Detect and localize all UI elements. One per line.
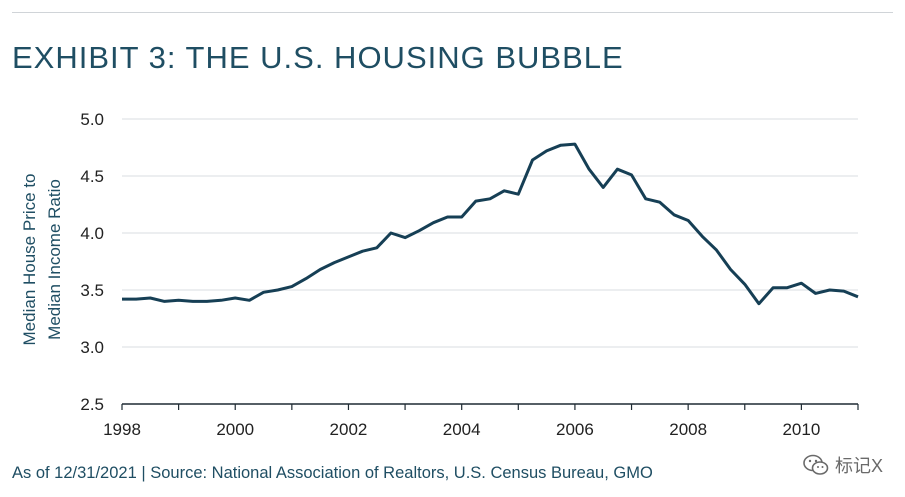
y-axis-label-line: Median Income Ratio xyxy=(45,179,64,340)
watermark: 标记X xyxy=(803,452,883,478)
source-footnote: As of 12/31/2021 | Source: National Asso… xyxy=(12,464,653,482)
x-tick-label: 2000 xyxy=(216,420,254,439)
x-tick-label: 1998 xyxy=(103,420,141,439)
y-tick-label: 4.0 xyxy=(80,224,104,243)
watermark-text: 标记X xyxy=(834,456,883,476)
x-axis-ticks: 1998 2000 2002 2004 2006 2008 2010 xyxy=(103,420,820,439)
x-tick-label: 2008 xyxy=(669,420,707,439)
y-tick-label: 5.0 xyxy=(80,110,104,129)
y-tick-label: 3.5 xyxy=(80,281,104,300)
y-tick-label: 3.0 xyxy=(80,338,104,357)
gridlines xyxy=(121,118,859,410)
top-divider xyxy=(12,12,893,13)
wechat-icon xyxy=(803,454,829,475)
x-tick-label: 2006 xyxy=(556,420,594,439)
y-tick-label: 2.5 xyxy=(80,395,104,414)
line-chart: 5.0 4.5 4.0 3.5 3.0 2.5 1998 2000 2002 2004 2006 2… xyxy=(20,110,859,439)
y-axis-label-line: Median House Price to xyxy=(20,174,39,346)
y-axis-label: Median House Price to Median Income Ratio xyxy=(20,174,64,346)
series-line xyxy=(122,142,859,306)
y-tick-label: 4.5 xyxy=(80,167,104,186)
y-axis-ticks: 5.0 4.5 4.0 3.5 3.0 2.5 xyxy=(80,110,104,414)
chart-title: EXHIBIT 3: THE U.S. HOUSING BUBBLE xyxy=(12,40,624,75)
x-tick-label: 2002 xyxy=(330,420,368,439)
x-tick-label: 2010 xyxy=(782,420,820,439)
x-tick-label: 2004 xyxy=(443,420,481,439)
